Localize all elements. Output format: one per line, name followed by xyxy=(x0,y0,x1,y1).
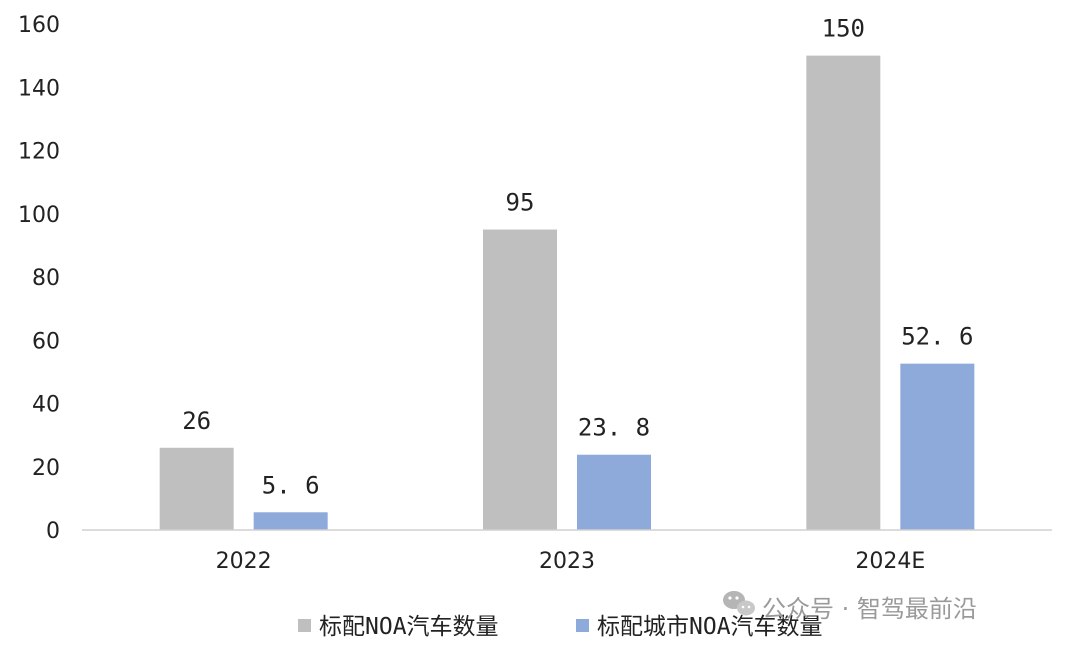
data-label: 52. 6 xyxy=(901,323,973,351)
bar-city-noa-2024E xyxy=(900,363,975,530)
data-label: 150 xyxy=(822,15,865,43)
category-labels: 2022 2023 2024E xyxy=(216,549,926,574)
y-tick-label: 0 xyxy=(46,519,60,544)
data-label: 95 xyxy=(506,189,535,217)
bar-city-noa-2023 xyxy=(577,454,651,530)
legend: 标配NOA汽车数量 标配城市NOA汽车数量 xyxy=(298,614,823,640)
legend-swatch xyxy=(576,619,589,632)
watermark-text: 公众号 · 智驾最前沿 xyxy=(762,595,977,623)
bars xyxy=(159,55,975,530)
legend-label: 标配城市NOA汽车数量 xyxy=(597,614,823,640)
data-label: 26 xyxy=(182,407,211,435)
bar-noa-2023 xyxy=(483,229,557,530)
y-axis-ticks: 0 20 40 60 80 100 120 140 160 xyxy=(18,13,60,544)
data-labels: 26 5. 6 95 23. 8 150 52. 6 xyxy=(182,15,973,500)
bar-city-noa-2022 xyxy=(253,512,328,530)
y-tick-label: 100 xyxy=(18,203,60,228)
y-tick-label: 80 xyxy=(32,266,60,291)
y-tick-label: 20 xyxy=(32,456,60,481)
x-category-label: 2023 xyxy=(539,549,595,574)
bar-noa-2022 xyxy=(159,447,234,530)
y-tick-label: 60 xyxy=(32,329,60,354)
watermark: 公众号 · 智驾最前沿 xyxy=(723,591,977,623)
wechat-icon xyxy=(723,591,755,616)
data-label: 5. 6 xyxy=(262,471,320,499)
y-tick-label: 140 xyxy=(18,76,60,101)
y-tick-label: 40 xyxy=(32,393,60,418)
x-category-label: 2024E xyxy=(855,549,925,574)
y-tick-label: 120 xyxy=(18,140,60,165)
bar-noa-2024E xyxy=(806,55,881,530)
data-label: 23. 8 xyxy=(578,414,650,442)
x-category-label: 2022 xyxy=(216,549,272,574)
legend-swatch xyxy=(298,619,311,632)
legend-label: 标配NOA汽车数量 xyxy=(319,614,499,640)
y-tick-label: 160 xyxy=(18,13,60,38)
